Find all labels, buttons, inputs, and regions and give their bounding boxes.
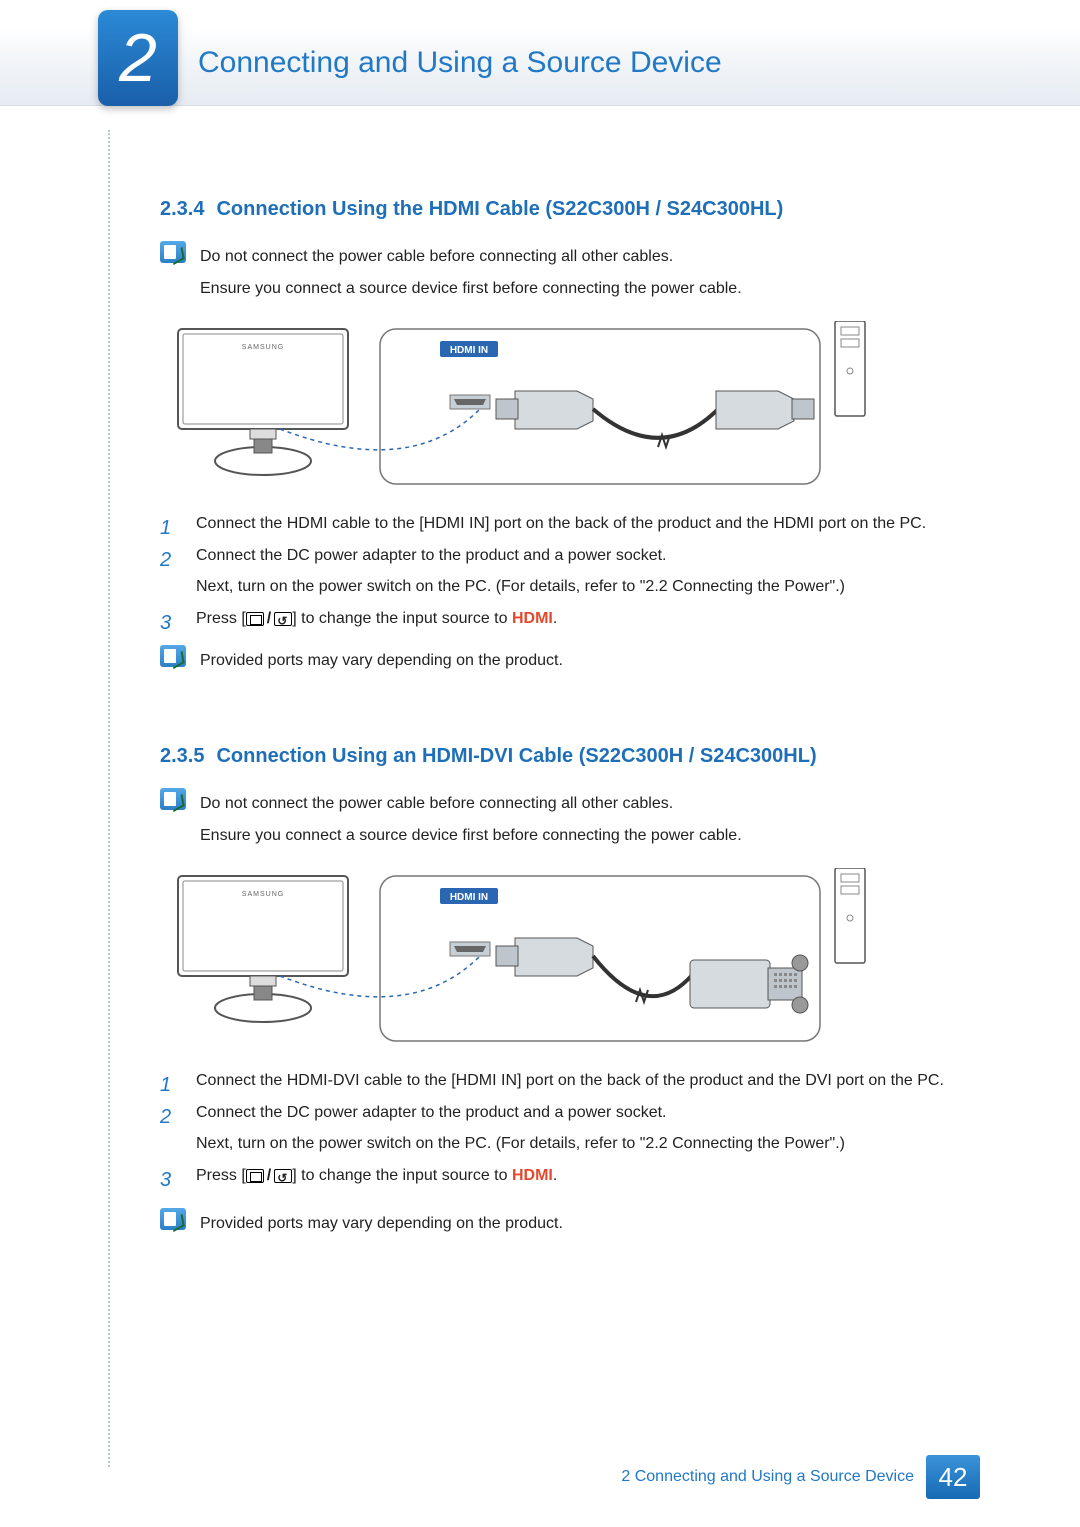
step-text: Connect the DC power adapter to the prod… xyxy=(196,1104,667,1121)
subsection-heading: 2.3.5 Connection Using an HDMI-DVI Cable … xyxy=(160,745,980,768)
chapter-title: Connecting and Using a Source Device xyxy=(198,46,722,80)
dvi-connector xyxy=(690,955,808,1013)
note-icon xyxy=(160,788,186,810)
side-rule xyxy=(108,130,110,1467)
subsection-title: Connection Using the HDMI Cable (S22C300… xyxy=(216,198,783,220)
step-item: 2 Connect the DC power adapter to the pr… xyxy=(160,541,980,602)
step-text-mid: ] to change the input source to xyxy=(292,1167,512,1184)
hdmi-label: HDMI xyxy=(512,610,553,627)
steps-list: 1Connect the HDMI-DVI cable to the [HDMI… xyxy=(160,1066,980,1192)
step-item: 3 Press [/] to change the input source t… xyxy=(160,1161,980,1192)
note-icon xyxy=(160,1208,186,1230)
step-text: Next, turn on the power switch on the PC… xyxy=(196,578,845,595)
source-icon xyxy=(274,612,292,626)
subsection-number: 2.3.4 xyxy=(160,198,204,220)
display-icon xyxy=(246,612,264,626)
page-footer: 2 Connecting and Using a Source Device 4… xyxy=(621,1455,980,1499)
step-text-before: Press [ xyxy=(196,1167,246,1184)
subsection-title: Connection Using an HDMI-DVI Cable (S22C… xyxy=(216,745,816,767)
port-label: HDMI IN xyxy=(450,892,488,903)
step-text-before: Press [ xyxy=(196,610,246,627)
warning-line: Ensure you connect a source device first… xyxy=(200,273,742,305)
monitor-illustration: SAMSUNG xyxy=(178,876,348,1022)
subsection-number: 2.3.5 xyxy=(160,745,204,767)
footer-text: 2 Connecting and Using a Source Device xyxy=(621,1468,914,1486)
step-text-post: . xyxy=(553,1167,557,1184)
steps-list: 1Connect the HDMI cable to the [HDMI IN]… xyxy=(160,509,980,635)
note-icon xyxy=(160,645,186,667)
source-button-icons: / xyxy=(246,1161,292,1191)
warning-line: Do not connect the power cable before co… xyxy=(200,241,742,273)
pc-tower xyxy=(835,868,865,963)
step-number: 2 xyxy=(160,1098,171,1136)
footnote-text: Provided ports may vary depending on the… xyxy=(200,645,563,677)
note-text: Do not connect the power cable before co… xyxy=(200,241,742,305)
port-panel: HDMI IN xyxy=(380,876,820,1041)
step-item: 2 Connect the DC power adapter to the pr… xyxy=(160,1098,980,1159)
footnote-text: Provided ports may vary depending on the… xyxy=(200,1208,563,1240)
warning-line: Ensure you connect a source device first… xyxy=(200,820,742,852)
step-number: 3 xyxy=(160,604,171,642)
source-icon xyxy=(274,1169,292,1183)
chapter-number: 2 xyxy=(119,19,157,97)
step-number: 2 xyxy=(160,541,171,579)
port-label: HDMI IN xyxy=(450,345,488,356)
step-text-mid: ] to change the input source to xyxy=(292,610,512,627)
hdmi-connector-right xyxy=(716,391,814,429)
step-text-post: . xyxy=(553,610,557,627)
port-panel: HDMI IN xyxy=(380,329,820,484)
monitor-brand-label: SAMSUNG xyxy=(242,344,284,351)
warning-line: Do not connect the power cable before co… xyxy=(200,788,742,820)
note-text: Do not connect the power cable before co… xyxy=(200,788,742,852)
step-text: Connect the HDMI-DVI cable to the [HDMI … xyxy=(196,1072,944,1089)
chapter-number-box: 2 xyxy=(98,10,178,106)
step-item: 1Connect the HDMI-DVI cable to the [HDMI… xyxy=(160,1066,980,1096)
connection-diagram-hdmi-dvi: SAMSUNG HDMI IN xyxy=(160,868,980,1048)
hdmi-label: HDMI xyxy=(512,1167,553,1184)
page-number: 42 xyxy=(926,1455,980,1499)
step-item: 1Connect the HDMI cable to the [HDMI IN]… xyxy=(160,509,980,539)
hdmi-connector xyxy=(496,938,693,996)
display-icon xyxy=(246,1169,264,1183)
connection-diagram-hdmi: SAMSUNG HDMI IN xyxy=(160,321,980,491)
step-item: 3 Press [/] to change the input source t… xyxy=(160,604,980,635)
note-icon xyxy=(160,241,186,263)
monitor-illustration: SAMSUNG xyxy=(178,329,348,475)
source-button-icons: / xyxy=(246,604,292,634)
step-text: Next, turn on the power switch on the PC… xyxy=(196,1135,845,1152)
step-text: Connect the HDMI cable to the [HDMI IN] … xyxy=(196,515,926,532)
subsection-heading: 2.3.4 Connection Using the HDMI Cable (S2… xyxy=(160,198,980,221)
step-number: 3 xyxy=(160,1161,171,1199)
step-text: Connect the DC power adapter to the prod… xyxy=(196,547,667,564)
hdmi-connector-left xyxy=(496,391,723,438)
monitor-brand-label: SAMSUNG xyxy=(242,891,284,898)
pc-tower xyxy=(835,321,865,416)
